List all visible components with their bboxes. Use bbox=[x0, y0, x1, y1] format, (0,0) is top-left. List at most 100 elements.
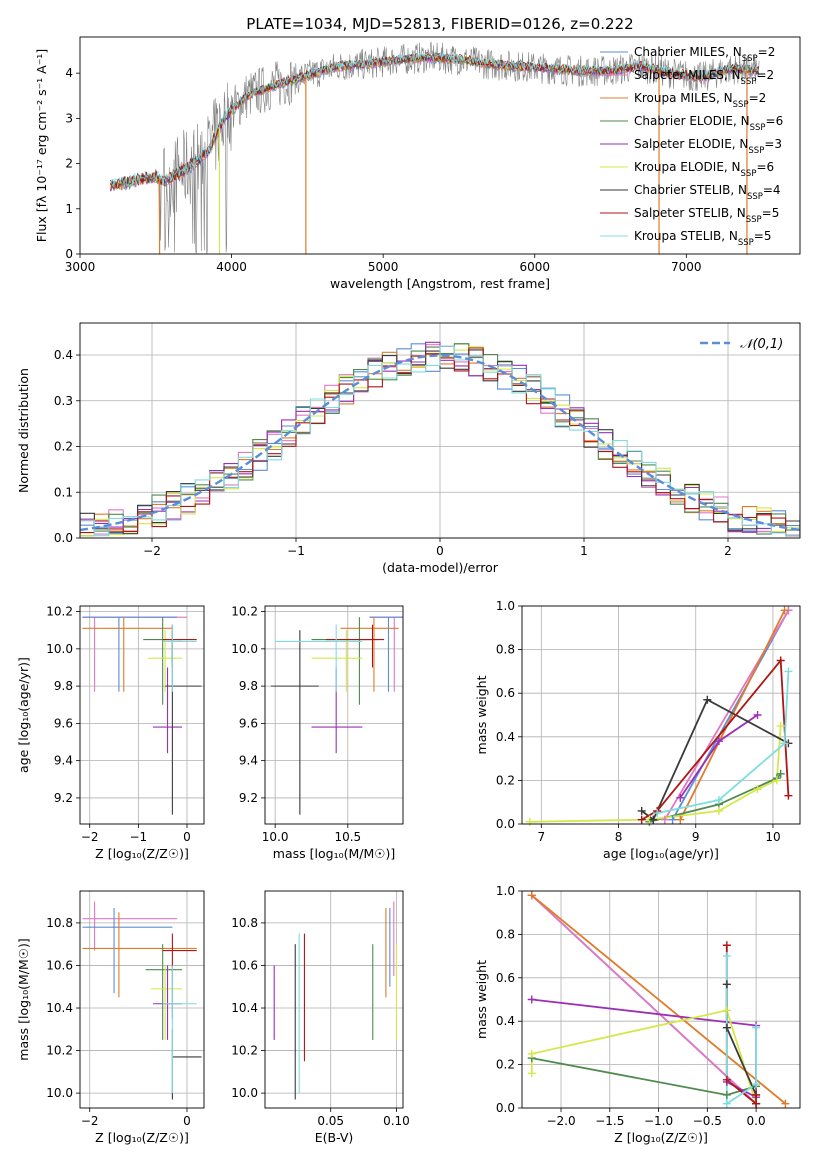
mass-weight-line bbox=[531, 894, 757, 1105]
y-tick-label: 0.6 bbox=[496, 686, 515, 700]
mass-weight-marker bbox=[776, 721, 785, 730]
mass-weight-marker bbox=[722, 1090, 731, 1099]
panel-age-vs-mass: 10.0 10.5 9.2 9.4 9.6 9.8 10.0 10.2 mass [log₁₀(… bbox=[231, 605, 404, 861]
legend-subscript: SSP bbox=[748, 146, 764, 156]
plot-area bbox=[80, 341, 800, 537]
panel-spectrum: 3000 4000 5000 6000 7000 0 1 2 3 4 wavelength [Ang… bbox=[34, 36, 801, 291]
y-tick-label: 0.1 bbox=[54, 485, 73, 499]
x-tick-label: −2.0 bbox=[546, 1114, 575, 1128]
x-axis-label: (data-model)/error bbox=[382, 560, 499, 575]
y-tick-label: 0.2 bbox=[496, 1058, 515, 1072]
mass-weight-marker bbox=[784, 667, 793, 676]
legend-nssp: =2 bbox=[758, 45, 776, 59]
x-tick-label: 5000 bbox=[368, 260, 399, 274]
mass-weight-marker bbox=[637, 815, 646, 824]
mass-weight-marker bbox=[752, 1023, 761, 1032]
x-tick-label: −1 bbox=[287, 544, 305, 558]
x-tick-label: −2 bbox=[81, 830, 99, 844]
panel-age-vs-Z: −2 −1 0 9.2 9.4 9.6 9.8 10.0 10.2 Z [log₁₀(Z/Z☉)]… bbox=[16, 605, 205, 861]
mass-weight-marker bbox=[722, 980, 731, 989]
plot-area bbox=[529, 609, 790, 823]
y-tick-label: 10.0 bbox=[231, 1086, 258, 1100]
x-axis-label: wavelength [Angstrom, rest frame] bbox=[330, 276, 550, 291]
x-tick-label: 0 bbox=[436, 544, 444, 558]
y-tick-label: 0.0 bbox=[496, 817, 515, 831]
legend-subscript: SSP bbox=[750, 123, 766, 133]
mass-weight-marker bbox=[722, 1099, 731, 1108]
y-tick-label: 10.2 bbox=[46, 605, 73, 619]
x-axis-label: Z [log₁₀(Z/Z☉)] bbox=[614, 1130, 708, 1145]
y-tick-label: 0.4 bbox=[496, 730, 515, 744]
y-axis-label: mass [log₁₀(M/M☉)] bbox=[16, 938, 31, 1060]
y-tick-label: 10.2 bbox=[231, 605, 258, 619]
mass-weight-line bbox=[531, 894, 786, 1105]
x-tick-label: 0.0 bbox=[747, 1114, 766, 1128]
y-tick-label: 9.2 bbox=[239, 791, 258, 805]
legend-nssp: =6 bbox=[756, 160, 774, 174]
x-tick-label: −1 bbox=[130, 830, 148, 844]
mass-weight-marker bbox=[527, 1049, 536, 1058]
axes-frame bbox=[521, 605, 801, 825]
axes-frame bbox=[79, 36, 801, 255]
legend-label: Salpeter STELIB, NSSP=5 bbox=[634, 206, 779, 225]
y-tick-label: 9.2 bbox=[54, 791, 73, 805]
y-tick-label: 10.6 bbox=[46, 958, 73, 972]
panel-massweight-vs-age: 7 8 9 10 0.0 0.2 0.4 0.6 0.8 1.0 age [log₁₀(age/yr… bbox=[474, 599, 801, 861]
legend-label: 𝒩(0,1) bbox=[740, 337, 783, 352]
y-tick-label: 0.3 bbox=[54, 394, 73, 408]
x-tick-label: 0.10 bbox=[383, 1114, 410, 1128]
mass-weight-marker bbox=[525, 817, 534, 826]
mass-weight-marker bbox=[772, 776, 781, 785]
legend-label: Chabrier STELIB, NSSP=4 bbox=[634, 183, 781, 202]
mass-weight-line bbox=[530, 1009, 757, 1104]
mass-weight-marker bbox=[780, 606, 789, 615]
x-tick-label: 2 bbox=[724, 544, 732, 558]
plot-area bbox=[109, 41, 760, 254]
mass-weight-line bbox=[679, 609, 786, 821]
axes-frame bbox=[264, 605, 404, 825]
y-tick-label: 0.0 bbox=[496, 1101, 515, 1115]
mass-weight-marker bbox=[527, 891, 536, 900]
legend-nssp: =2 bbox=[749, 91, 767, 105]
x-tick-label: −2 bbox=[81, 1114, 99, 1128]
mass-weight-marker bbox=[752, 1080, 761, 1089]
plot-area bbox=[82, 616, 202, 815]
y-tick-label: 0.4 bbox=[54, 348, 73, 362]
y-tick-label: 2 bbox=[65, 157, 73, 171]
mass-weight-line bbox=[641, 698, 789, 821]
y-tick-label: 1.0 bbox=[496, 884, 515, 898]
mass-weight-line bbox=[649, 773, 782, 823]
y-axis-label: mass weight bbox=[474, 675, 489, 754]
axes-frame bbox=[79, 605, 205, 825]
y-tick-label: 1 bbox=[65, 202, 73, 216]
y-axis-label: Flux [fλ 10⁻¹⁷ erg cm⁻² s⁻¹ A⁻¹] bbox=[34, 49, 49, 242]
mass-weight-marker bbox=[722, 1006, 731, 1015]
x-axis-label: age [log₁₀(age/yr)] bbox=[603, 846, 719, 861]
mass-weight-marker bbox=[653, 809, 662, 818]
legend-subscript: SSP bbox=[747, 192, 763, 202]
mass-weight-marker bbox=[703, 695, 712, 704]
mass-weight-marker bbox=[752, 1099, 761, 1108]
legend-subscript: SSP bbox=[746, 215, 762, 225]
y-tick-label: 10.8 bbox=[46, 916, 73, 930]
mass-weight-marker bbox=[722, 941, 731, 950]
x-tick-label: 10 bbox=[765, 830, 780, 844]
axes-frame bbox=[79, 890, 205, 1109]
y-tick-label: 9.4 bbox=[54, 754, 73, 768]
model-spectrum-line bbox=[109, 51, 760, 188]
mass-weight-marker bbox=[637, 806, 646, 815]
mass-weight-marker bbox=[668, 815, 677, 824]
mass-weight-line bbox=[656, 671, 790, 814]
plot-area bbox=[530, 894, 786, 1106]
mass-weight-marker bbox=[753, 711, 762, 719]
y-tick-label: 0.0 bbox=[54, 531, 73, 545]
legend-label: Salpeter ELODIE, NSSP=3 bbox=[634, 137, 782, 156]
x-tick-label: 7 bbox=[537, 830, 545, 844]
x-tick-label: 6000 bbox=[519, 260, 550, 274]
mass-weight-marker bbox=[780, 739, 789, 748]
y-tick-label: 3 bbox=[65, 111, 73, 125]
mass-weight-marker bbox=[781, 1099, 790, 1108]
mass-weight-line bbox=[529, 725, 782, 823]
mass-weight-marker bbox=[676, 793, 685, 802]
figure-title: PLATE=1034, MJD=52813, FIBERID=0126, z=0… bbox=[246, 15, 633, 33]
